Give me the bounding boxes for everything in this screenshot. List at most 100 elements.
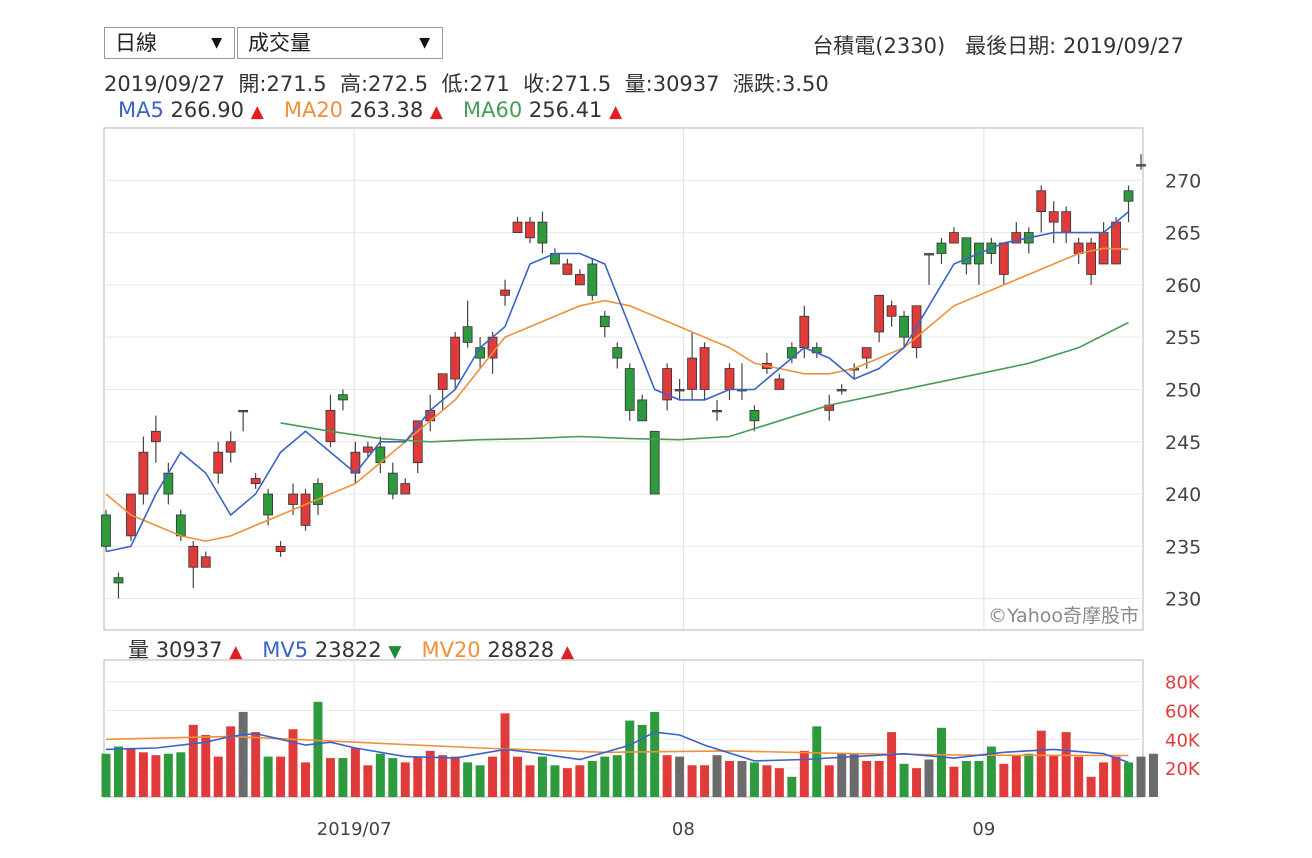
volume-bar [226,726,236,797]
mv5-line [105,731,1129,764]
candle-body [724,368,735,390]
volume-bar [999,763,1009,797]
volume-bar [774,768,784,797]
volume-tick-label: 40K [1165,730,1201,751]
volume-bar [912,768,922,797]
volume-bar [1086,776,1096,797]
volume-bar [201,734,211,797]
volume-bar [363,765,373,797]
stock-header: 台積電(2330) 最後日期: 2019/09/27 [812,30,1184,60]
volume-bar [986,746,996,797]
volume-bar [562,768,572,797]
candle-body [961,237,972,265]
volume-bar [687,765,697,797]
candle-body [275,545,286,552]
volume-bar [675,756,685,797]
volume-bar [251,732,261,797]
candle-body [537,221,548,244]
period-select-value: 日線 [115,31,157,55]
quote-row: 2019/09/27 開:271.5 高:272.5 低:271 收:271.5… [104,68,829,98]
price-tick-label: 230 [1165,589,1201,611]
volume-bar [151,755,161,797]
price-tick-label: 245 [1165,432,1201,454]
candle-body [288,493,298,505]
vol-value: 30937 [155,638,223,662]
ma20-line [105,247,1129,542]
candle-body [924,253,934,256]
candle-body [1073,242,1084,254]
volume-bar [438,755,448,797]
volume-bar [500,713,510,797]
volume-bar [301,762,311,797]
volume-bar [1024,753,1034,797]
volume-bar [1036,730,1046,797]
candle-body [213,451,224,474]
ma20-label: MA20 [283,98,344,122]
volume-bar [712,755,722,797]
candle-body [562,263,573,275]
vol-label: 量 [128,638,149,662]
volume-bar [213,756,223,797]
ma20-value: 263.38 [349,98,424,122]
volume-bar [662,755,672,797]
high-label: 高: [339,72,369,96]
volume-bar [513,756,522,797]
candle-body [674,389,685,392]
candle-body [175,514,186,537]
volume-bar [812,726,822,797]
x-tick-label: 08 [672,819,695,840]
candle-body [1136,164,1146,167]
indicator-select[interactable]: 成交量 ▼ [237,27,443,59]
candle-body [1061,211,1072,233]
price-tick-label: 265 [1165,223,1201,245]
volume-bar [537,756,547,797]
volume-bar [338,758,348,797]
change-label: 漲跌: [732,72,782,96]
candle-body [300,493,311,526]
volume-bar [113,746,123,797]
open-label: 開: [238,72,267,96]
volume-bar [450,756,460,797]
volume-bar [1061,732,1071,797]
candle-body [874,294,885,333]
volume-bar [874,760,884,797]
open-value: 271.5 [266,72,327,96]
candle-body [400,483,411,495]
volume-bar [138,752,148,797]
ma60-label: MA60 [463,98,523,122]
candle-body [138,451,149,495]
mv20-value: 28828 [487,638,555,662]
volume-bar [126,747,136,797]
candle-body [525,221,535,239]
price-tick-label: 250 [1165,379,1201,401]
candle-body [612,347,623,359]
chevron-down-icon: ▼ [211,35,222,51]
candle-body [886,305,897,317]
candle-body [512,221,523,233]
candle-body [998,242,1009,275]
candle-body [450,336,461,380]
volume-tick-label: 60K [1165,701,1201,722]
candle-body [574,274,585,286]
volume-bar [238,711,248,797]
ma5-value: 266.90 [170,98,245,122]
volume-bar [475,765,485,797]
candle-body [936,242,947,254]
candle-body [163,472,174,495]
volume-bar [974,760,984,797]
candle-body [1111,221,1121,265]
candle-body [437,373,448,390]
volume-bar [824,765,834,797]
candle-body [587,263,598,296]
volume-bar [1011,755,1021,797]
volume-bar [737,760,747,797]
mv20-up-icon: ▲ [560,642,574,662]
volume-bar [463,762,473,797]
candle-body [1036,190,1047,213]
volume-bar [550,765,560,797]
price-tick-label: 255 [1165,327,1201,349]
volume-bar [650,711,660,797]
candle-body [599,315,610,328]
volume-bar [1111,756,1121,797]
period-select[interactable]: 日線 ▼ [104,27,235,59]
